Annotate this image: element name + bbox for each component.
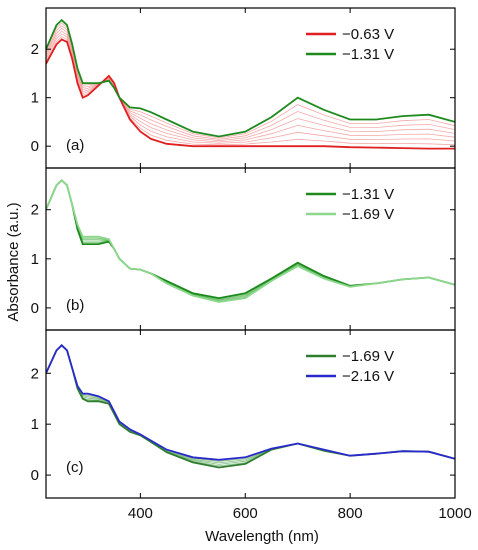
panel-frame	[45, 329, 456, 499]
legend-label-2: −2.16 V	[342, 368, 394, 385]
legend-label-2: −1.69 V	[342, 206, 394, 223]
legend-label-1: −1.69 V	[342, 348, 394, 365]
panels-group: 0 1 2 (a) −0.63 V −1.31 V 0 1 2 (b) −1.31 V −1.69 V…	[31, 7, 472, 522]
x-axis-label: Wavelength (nm)	[205, 528, 319, 545]
panel-3: 0 1 2 (c) −1.69 V −2.16 V	[31, 329, 456, 499]
series-line-1	[46, 38, 455, 150]
panel-label: (c)	[66, 459, 84, 476]
intermediate-line	[46, 27, 455, 142]
series-group	[46, 344, 455, 469]
series-line-2	[46, 179, 455, 303]
x-tick-label: 400	[128, 505, 153, 522]
y-tick-label: 2	[31, 202, 39, 219]
panel-label: (b)	[66, 297, 84, 314]
series-group	[46, 179, 455, 303]
series-line-2	[46, 344, 455, 461]
y-tick-label: 2	[31, 365, 39, 382]
x-tick-label: 600	[233, 505, 258, 522]
y-tick-label: 0	[31, 467, 39, 484]
x-tick-label: 1000	[438, 505, 471, 522]
intermediate-line	[46, 30, 455, 143]
legend-label-1: −0.63 V	[342, 26, 394, 43]
legend-label-2: −1.31 V	[342, 46, 394, 63]
y-tick-label: 0	[31, 300, 39, 317]
y-tick-label: 1	[31, 416, 39, 433]
y-tick-label: 2	[31, 41, 39, 58]
y-tick-label: 0	[31, 138, 39, 155]
x-tick-label: 800	[338, 505, 363, 522]
y-tick-label: 1	[31, 251, 39, 268]
panel-2: 0 1 2 (b) −1.31 V −1.69 V	[31, 167, 456, 331]
panel-1: 0 1 2 (a) −0.63 V −1.31 V	[31, 7, 456, 169]
panel-label: (a)	[66, 137, 84, 154]
y-axis-label: Absorbance (a.u.)	[5, 202, 22, 321]
series-line-2	[46, 18, 455, 138]
legend-label-1: −1.31 V	[342, 186, 394, 203]
series-group	[46, 18, 455, 150]
y-tick-label: 1	[31, 90, 39, 107]
